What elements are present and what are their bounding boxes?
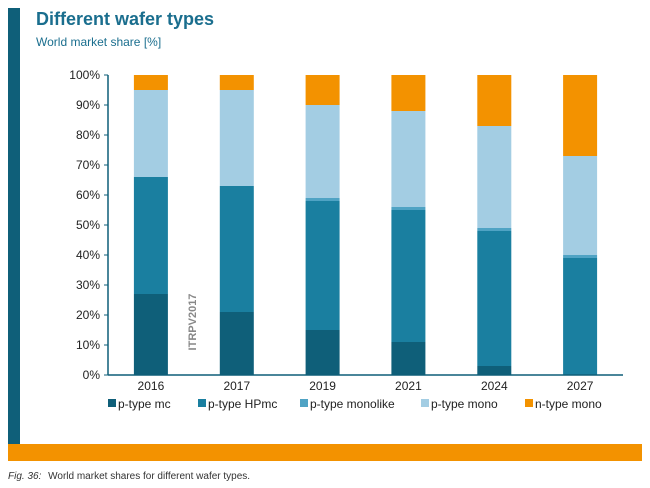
bar-2017-series-3 (219, 90, 254, 186)
bar-2016-series-1 (133, 177, 168, 294)
bar-2021-series-4 (391, 75, 426, 111)
caption-fig-label: Fig. 36: (8, 471, 42, 482)
y-tick-label-5: 50% (76, 218, 100, 232)
left-accent-bar (8, 8, 20, 456)
y-tick-label-3: 30% (76, 278, 100, 292)
bar-2019-series-3 (305, 105, 340, 198)
y-tick-label-2: 20% (76, 308, 100, 322)
stacked-bar-chart: 2016 2017 2019 2021 2024 2027 0% 10% 20% 30% 40% 50… (69, 68, 623, 411)
watermark-text: ITRPV2017 (187, 294, 199, 351)
y-tick-label-9: 90% (76, 98, 100, 112)
bar-2024-series-0 (477, 366, 512, 375)
bar-2027-series-1 (563, 258, 598, 375)
bar-2016-series-4 (133, 75, 168, 90)
bar-2019-series-4 (305, 75, 340, 105)
bar-2017-series-0 (219, 312, 254, 375)
caption-text: World market shares for different wafer … (48, 471, 251, 482)
y-tick-label-4: 40% (76, 248, 100, 262)
legend-label-3: p-type mono (431, 397, 498, 411)
bar-2016-series-0 (133, 294, 168, 375)
y-tick-label-1: 10% (76, 338, 100, 352)
bar-2027-series-2 (563, 255, 598, 258)
legend-label-0: p-type mc (118, 397, 171, 411)
legend-label-1: p-type HPmc (208, 397, 277, 411)
y-tick-label-0: 0% (83, 368, 101, 382)
legend-swatch-0 (108, 399, 116, 407)
legend-swatch-3 (421, 399, 429, 407)
legend-label-2: p-type monolike (310, 397, 395, 411)
y-tick-label-6: 60% (76, 188, 100, 202)
legend-swatch-4 (525, 399, 533, 407)
bar-2024-series-4 (477, 75, 512, 126)
bar-2027-series-4 (563, 75, 598, 156)
bar-2019-series-1 (305, 201, 340, 330)
y-tick-label-7: 70% (76, 158, 100, 172)
bar-2019-series-2 (305, 198, 340, 201)
bar-2024-series-2 (477, 228, 512, 231)
chart-title: Different wafer types (36, 9, 215, 29)
x-tick-label-2017: 2017 (223, 379, 250, 393)
legend-swatch-2 (300, 399, 308, 407)
bar-2021-series-1 (391, 210, 426, 342)
x-tick-label-2021: 2021 (395, 379, 422, 393)
legend-label-4: n-type mono (535, 397, 602, 411)
bar-2024-series-1 (477, 231, 512, 366)
bar-2017-series-4 (219, 75, 254, 90)
bar-2019-series-0 (305, 330, 340, 375)
x-tick-label-2024: 2024 (481, 379, 508, 393)
figure-caption: Fig. 36: World market shares for differe… (8, 471, 250, 482)
bar-2021-series-2 (391, 207, 426, 210)
x-tick-label-2019: 2019 (309, 379, 336, 393)
bottom-accent-bar (8, 444, 642, 461)
chart-subtitle: World market share [%] (36, 35, 162, 49)
bar-2021-series-3 (391, 111, 426, 207)
bar-2024-series-3 (477, 126, 512, 228)
x-tick-label-2016: 2016 (138, 379, 165, 393)
y-tick-label-10: 100% (69, 68, 100, 82)
y-tick-label-8: 80% (76, 128, 100, 142)
bar-2021-series-0 (391, 342, 426, 375)
bar-2017-series-1 (219, 186, 254, 312)
bar-2016-series-3 (133, 90, 168, 177)
x-tick-label-2027: 2027 (567, 379, 594, 393)
bar-2027-series-3 (563, 156, 598, 255)
legend-swatch-1 (198, 399, 206, 407)
